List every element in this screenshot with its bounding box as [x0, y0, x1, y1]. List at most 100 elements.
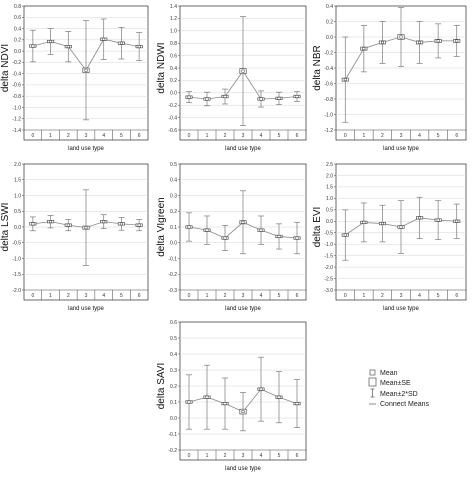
y-tick-label: -1.0 — [12, 256, 21, 262]
mean-point-5 — [119, 41, 123, 45]
y-tick-label: 0.0 — [170, 241, 177, 247]
y-tick-label: 0.3 — [170, 193, 177, 199]
y-tick-label: -0.4 — [12, 71, 21, 77]
mean-point-2 — [223, 236, 227, 240]
y-tick-label: -1.0 — [12, 105, 21, 111]
x-tick-label: 6 — [296, 293, 299, 299]
x-tick-label: 1 — [49, 133, 52, 139]
y-tick-label: -0.6 — [168, 128, 177, 134]
y-tick-label: -0.4 — [168, 115, 177, 121]
x-tick-label: 1 — [362, 293, 365, 299]
y-axis-label: delta LSWI — [0, 203, 11, 252]
y-tick-label: -0.2 — [168, 272, 177, 278]
y-tick-label: 0.0 — [14, 49, 21, 55]
x-tick-label: 4 — [418, 133, 421, 139]
y-tick-label: 0.0 — [14, 225, 21, 231]
mean-point-4 — [418, 216, 422, 220]
x-tick-label: 1 — [206, 133, 209, 139]
mean-point-0 — [343, 233, 347, 237]
y-tick-label: 0.1 — [170, 225, 177, 231]
mean-point-2 — [66, 223, 70, 227]
mean-point-5 — [277, 395, 281, 399]
x-axis-label: land use type — [225, 146, 261, 152]
x-tick-label: 0 — [31, 133, 34, 139]
y-tick-label: 1.0 — [170, 29, 177, 35]
y-axis-label: delta EVI — [312, 207, 323, 248]
x-tick-label: 4 — [260, 293, 263, 299]
mean-point-3 — [241, 69, 245, 73]
mean-point-0 — [31, 44, 35, 48]
y-tick-label: 0.0 — [170, 91, 177, 97]
y-tick-label: -2.0 — [12, 288, 21, 294]
mean-point-3 — [241, 220, 245, 224]
y-tick-label: -0.2 — [168, 103, 177, 109]
y-tick-label: 0.0 — [326, 219, 333, 225]
x-tick-label: 4 — [418, 293, 421, 299]
mean-point-2 — [223, 95, 227, 98]
y-tick-label: -0.6 — [12, 83, 21, 89]
y-tick-label: 0.2 — [14, 38, 21, 44]
mean-point-2 — [66, 45, 70, 49]
y-tick-label: -1.2 — [324, 128, 333, 134]
x-tick-label: 2 — [224, 453, 227, 459]
mean-point-0 — [31, 222, 35, 226]
y-tick-label: 0.6 — [170, 320, 177, 326]
x-tick-label: 3 — [85, 133, 88, 139]
chart-panels: 0.8 0.6 0.4 0.2 0.0 -0.2 -0.4 -0.6 -0.8 -1.0 -1.2 -… — [0, 4, 467, 472]
legend-se-symbol — [368, 377, 377, 387]
mean-point-1 — [205, 228, 209, 232]
y-tick-label: 0.5 — [326, 208, 333, 214]
mean-point-2 — [380, 222, 384, 226]
mean-point-4 — [102, 220, 106, 224]
x-tick-label: 1 — [49, 293, 52, 299]
chart-panel-3: 0.4 0.2 0.0 -0.2 -0.4 -0.6 -0.8 -1.0 -1.2 0 1 2 3 4 5 6… — [312, 4, 467, 152]
mean-point-0 — [187, 225, 191, 229]
mean-point-6 — [295, 95, 299, 98]
mean-point-2 — [223, 402, 227, 406]
x-tick-label: 6 — [455, 293, 458, 299]
x-tick-label: 1 — [362, 133, 365, 139]
x-tick-label: 0 — [188, 453, 191, 459]
y-tick-label: -2.5 — [324, 276, 333, 282]
mean-point-0 — [187, 400, 191, 404]
y-tick-label: 0.5 — [170, 336, 177, 342]
y-tick-label: 0.4 — [14, 26, 21, 32]
y-axis-label: delta NDVI — [0, 44, 11, 92]
mean-point-5 — [436, 218, 440, 222]
x-tick-label: 5 — [278, 293, 281, 299]
y-tick-label: -1.2 — [12, 117, 21, 123]
y-tick-label: 0.5 — [14, 209, 21, 215]
x-tick-label: 4 — [260, 133, 263, 139]
y-tick-label: -0.3 — [168, 288, 177, 294]
x-tick-label: 2 — [381, 133, 384, 139]
legend-whisker-label: Mean±2*SD — [380, 391, 418, 398]
y-tick-label: 0.6 — [14, 15, 21, 21]
y-tick-label: 0.1 — [170, 400, 177, 406]
y-tick-label: -0.2 — [168, 448, 177, 454]
chart-panel-2: 1.4 1.2 1.0 0.8 0.6 0.4 0.2 0.0 -0.2 -0.4 -0.6 0 1 2 3… — [156, 4, 307, 152]
x-tick-label: 1 — [206, 293, 209, 299]
legend-mean-label: Mean — [380, 370, 398, 377]
x-tick-label: 4 — [260, 453, 263, 459]
mean-point-4 — [418, 40, 422, 44]
y-tick-label: -0.4 — [324, 66, 333, 72]
x-tick-label: 0 — [31, 293, 34, 299]
mean-point-6 — [455, 39, 459, 43]
y-tick-label: -1.5 — [12, 272, 21, 278]
y-tick-label: 0.0 — [170, 416, 177, 422]
x-tick-label: 4 — [102, 293, 105, 299]
x-tick-label: 3 — [85, 293, 88, 299]
y-tick-label: -1.5 — [324, 253, 333, 259]
y-tick-label: 1.0 — [14, 193, 21, 199]
x-tick-label: 6 — [455, 133, 458, 139]
x-tick-label: 6 — [296, 453, 299, 459]
mean-point-5 — [119, 222, 123, 226]
y-axis-label: delta SAVI — [156, 363, 167, 410]
y-tick-label: 0.5 — [170, 162, 177, 168]
y-tick-label: 0.2 — [170, 78, 177, 84]
x-tick-label: 5 — [278, 133, 281, 139]
mean-point-1 — [49, 220, 53, 224]
x-tick-label: 3 — [242, 293, 245, 299]
x-axis-label: land use type — [225, 466, 261, 472]
y-tick-label: 0.8 — [14, 4, 21, 10]
